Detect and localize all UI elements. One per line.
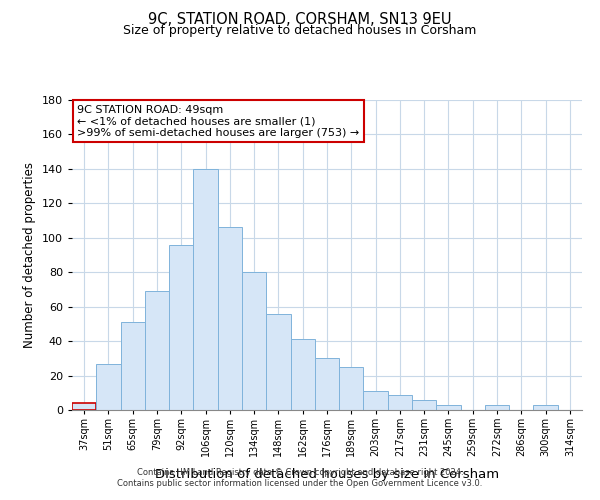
Bar xyxy=(218,228,242,410)
X-axis label: Distribution of detached houses by size in Corsham: Distribution of detached houses by size … xyxy=(155,468,499,480)
Bar xyxy=(121,322,145,410)
Text: 9C STATION ROAD: 49sqm
← <1% of detached houses are smaller (1)
>99% of semi-det: 9C STATION ROAD: 49sqm ← <1% of detached… xyxy=(77,104,359,138)
Bar xyxy=(436,405,461,410)
Bar xyxy=(412,400,436,410)
Bar xyxy=(193,169,218,410)
Bar xyxy=(315,358,339,410)
Text: 9C, STATION ROAD, CORSHAM, SN13 9EU: 9C, STATION ROAD, CORSHAM, SN13 9EU xyxy=(148,12,452,28)
Bar xyxy=(485,405,509,410)
Bar xyxy=(169,244,193,410)
Bar xyxy=(266,314,290,410)
Y-axis label: Number of detached properties: Number of detached properties xyxy=(23,162,36,348)
Bar xyxy=(339,367,364,410)
Bar xyxy=(145,291,169,410)
Text: Size of property relative to detached houses in Corsham: Size of property relative to detached ho… xyxy=(124,24,476,37)
Bar xyxy=(242,272,266,410)
Bar xyxy=(290,340,315,410)
Bar xyxy=(96,364,121,410)
Text: Contains HM Land Registry data © Crown copyright and database right 2024.
Contai: Contains HM Land Registry data © Crown c… xyxy=(118,468,482,487)
Bar xyxy=(533,405,558,410)
Bar xyxy=(364,391,388,410)
Bar xyxy=(388,394,412,410)
Bar xyxy=(72,403,96,410)
